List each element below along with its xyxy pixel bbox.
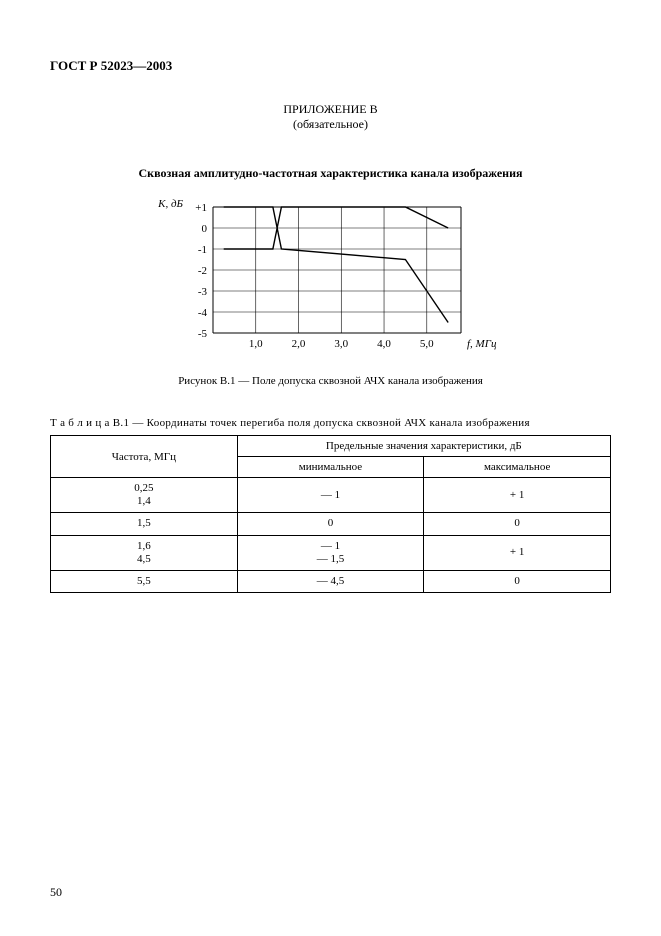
table-row: 0,251,4— 1+ 1: [51, 478, 611, 513]
document-id: ГОСТ Р 52023—2003: [50, 58, 611, 74]
table-cell: + 1: [424, 535, 611, 570]
svg-text:-4: -4: [197, 307, 207, 319]
svg-text:1,0: 1,0: [248, 338, 262, 350]
col-header-limits: Предельные значения характеристики, дБ: [237, 436, 610, 457]
svg-text:K, дБ: K, дБ: [157, 198, 183, 210]
svg-text:-5: -5: [197, 328, 207, 340]
col-header-max: максимальное: [424, 457, 611, 478]
table-cell: — 4,5: [237, 570, 424, 592]
svg-text:f, МГц: f, МГц: [467, 338, 497, 350]
col-header-frequency: Частота, МГц: [51, 436, 238, 478]
table-cell: 0: [237, 513, 424, 535]
appendix-heading: ПРИЛОЖЕНИЕ В (обязательное): [50, 102, 611, 132]
svg-text:-3: -3: [197, 286, 207, 298]
table-row: 5,5— 4,50: [51, 570, 611, 592]
svg-text:5,0: 5,0: [419, 338, 433, 350]
appendix-note: (обязательное): [50, 117, 611, 132]
svg-text:+1: +1: [195, 202, 207, 214]
table-cell: 5,5: [51, 570, 238, 592]
section-title: Сквозная амплитудно-частотная характерис…: [50, 166, 611, 181]
svg-text:-1: -1: [197, 244, 206, 256]
svg-text:3,0: 3,0: [334, 338, 348, 350]
afc-chart: +1 0 -1 -2 -3 -4 -5 1,0 2,0 3,0 4,0 5,0 K, дБ f, МГц: [141, 195, 521, 365]
table-cell: 1,5: [51, 513, 238, 535]
table-cell: — 1: [237, 478, 424, 513]
svg-text:0: 0: [201, 223, 207, 235]
table-cell: — 1— 1,5: [237, 535, 424, 570]
table-row: 1,64,5— 1— 1,5+ 1: [51, 535, 611, 570]
col-header-min: минимальное: [237, 457, 424, 478]
svg-text:-2: -2: [197, 265, 206, 277]
page: ГОСТ Р 52023—2003 ПРИЛОЖЕНИЕ В (обязател…: [0, 0, 661, 936]
table-cell: 1,64,5: [51, 535, 238, 570]
table-caption: Т а б л и ц а В.1 — Координаты точек пер…: [50, 417, 611, 429]
table-cell: 0: [424, 513, 611, 535]
table-cell: 0: [424, 570, 611, 592]
svg-text:4,0: 4,0: [377, 338, 391, 350]
svg-text:2,0: 2,0: [291, 338, 305, 350]
table-cell: 0,251,4: [51, 478, 238, 513]
table-row: 1,500: [51, 513, 611, 535]
coordinates-table: Частота, МГц Предельные значения характе…: [50, 435, 611, 593]
appendix-title: ПРИЛОЖЕНИЕ В: [50, 102, 611, 117]
table-cell: + 1: [424, 478, 611, 513]
page-number: 50: [50, 885, 62, 900]
figure-caption: Рисунок В.1 — Поле допуска сквозной АЧХ …: [50, 375, 611, 387]
